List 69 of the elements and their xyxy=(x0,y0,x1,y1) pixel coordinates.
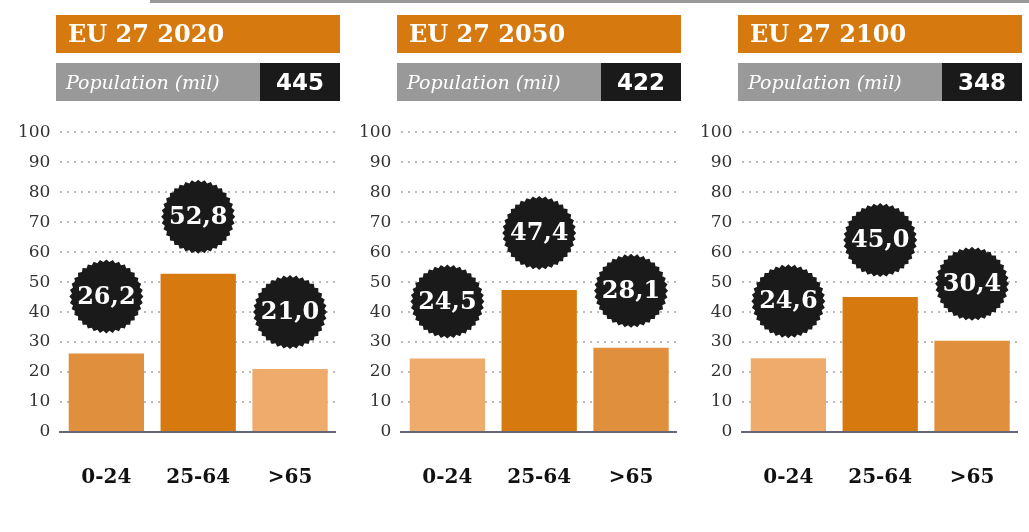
bar xyxy=(842,297,918,431)
data-label: 26,2 xyxy=(77,280,136,310)
y-tick-label: 10 xyxy=(710,390,733,411)
y-tick-label: 80 xyxy=(28,180,51,201)
bar xyxy=(68,353,145,431)
y-tick-label: 0 xyxy=(721,420,733,441)
y-tick-label: 10 xyxy=(28,390,51,411)
y-tick-label: 40 xyxy=(28,300,51,321)
y-tick-label: 80 xyxy=(369,180,392,201)
y-tick-label: 40 xyxy=(369,300,392,321)
x-tick-label: 25-64 xyxy=(848,464,913,489)
text: 422 xyxy=(601,63,681,101)
data-label: 47,4 xyxy=(509,217,569,247)
chart-subtitle: Population (mil) xyxy=(738,63,942,101)
x-tick-label: 0-24 xyxy=(763,464,814,489)
bar xyxy=(934,340,1010,431)
data-label: 24,5 xyxy=(418,285,477,315)
bar xyxy=(750,358,827,431)
x-tick-label: 0-24 xyxy=(81,464,132,489)
bar xyxy=(409,358,486,431)
y-tick-label: 50 xyxy=(369,270,392,291)
data-label: 52,8 xyxy=(168,200,228,230)
y-tick-label: 30 xyxy=(710,330,733,351)
y-tick-label: 10 xyxy=(369,390,392,411)
y-tick-label: 70 xyxy=(369,210,392,231)
chart-title: EU 27 2050 xyxy=(397,15,681,53)
y-tick-label: 90 xyxy=(369,150,392,171)
y-tick-label: 100 xyxy=(17,120,51,141)
x-tick-label: 0-24 xyxy=(422,464,473,489)
data-label: 24,6 xyxy=(759,285,818,315)
y-tick-label: 60 xyxy=(710,240,733,261)
y-tick-label: 60 xyxy=(369,240,392,261)
chart-subtitle: Population (mil) xyxy=(56,63,260,101)
y-tick-label: 70 xyxy=(28,210,51,231)
y-tick-label: 50 xyxy=(710,270,733,291)
x-tick-label: >65 xyxy=(949,464,995,489)
x-tick-label: >65 xyxy=(608,464,654,489)
bar xyxy=(593,347,669,431)
y-tick-label: 90 xyxy=(710,150,733,171)
y-tick-label: 20 xyxy=(369,360,392,381)
text: 445 xyxy=(260,63,340,101)
x-tick-label: >65 xyxy=(267,464,313,489)
data-label: 28,1 xyxy=(601,274,661,304)
y-tick-label: 20 xyxy=(28,360,51,381)
x-tick-label: 25-64 xyxy=(166,464,231,489)
y-tick-label: 0 xyxy=(39,420,51,441)
data-label: 30,4 xyxy=(942,268,1002,298)
data-label: 45,0 xyxy=(850,224,910,254)
y-tick-label: 80 xyxy=(710,180,733,201)
y-tick-label: 20 xyxy=(710,360,733,381)
y-tick-label: 50 xyxy=(28,270,51,291)
x-tick-label: 25-64 xyxy=(507,464,572,489)
y-tick-label: 30 xyxy=(369,330,392,351)
y-tick-label: 100 xyxy=(699,120,733,141)
y-tick-label: 60 xyxy=(28,240,51,261)
bar xyxy=(501,289,577,431)
text: 348 xyxy=(942,63,1022,101)
y-tick-label: 30 xyxy=(28,330,51,351)
data-label: 21,0 xyxy=(260,296,320,326)
y-tick-label: 70 xyxy=(710,210,733,231)
bar xyxy=(252,369,328,431)
chart-title: EU 27 2100 xyxy=(738,15,1022,53)
y-tick-label: 0 xyxy=(380,420,392,441)
chart-subtitle: Population (mil) xyxy=(397,63,601,101)
bar xyxy=(160,273,236,431)
y-tick-label: 40 xyxy=(710,300,733,321)
y-tick-label: 90 xyxy=(28,150,51,171)
chart-title: EU 27 2020 xyxy=(56,15,340,53)
y-tick-label: 100 xyxy=(358,120,392,141)
